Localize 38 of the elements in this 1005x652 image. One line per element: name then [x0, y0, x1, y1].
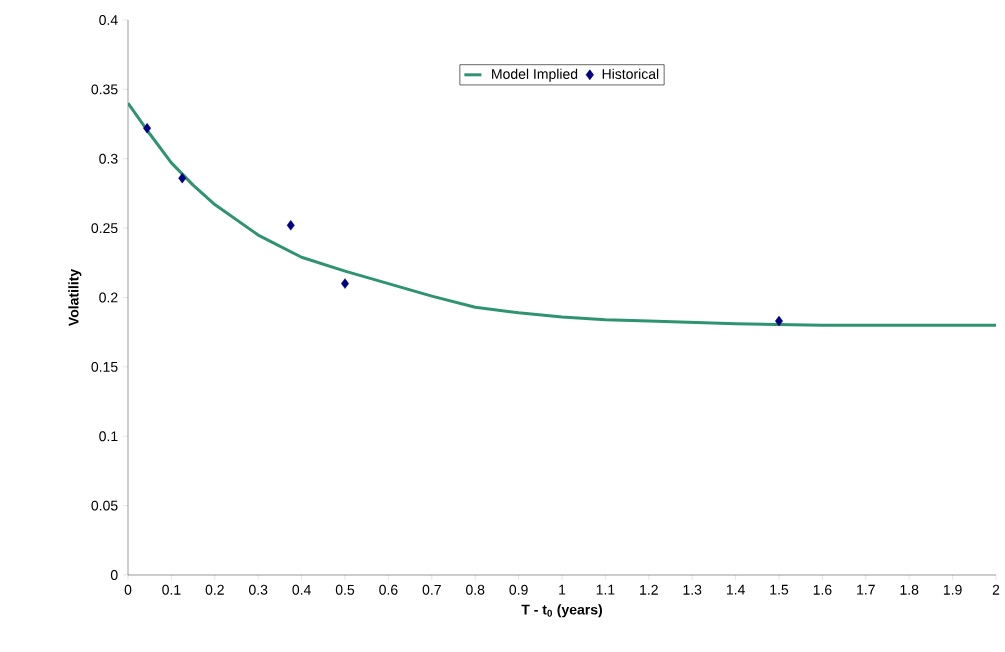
- y-tick-label: 0.05: [91, 500, 118, 511]
- y-tick-label: 0.35: [91, 84, 118, 95]
- point: [178, 172, 187, 184]
- x-tick-label: 0.4: [292, 584, 311, 595]
- legend-label: Model Implied: [492, 68, 578, 82]
- x-tick-label: 1.5: [770, 584, 789, 595]
- x-tick-label: 1.9: [943, 584, 962, 595]
- y-tick-label: 0.2: [99, 292, 118, 303]
- x-tick-label: 1.6: [813, 584, 832, 595]
- x-tick-label: 0.5: [335, 584, 355, 595]
- x-tick-label: 0.6: [379, 584, 398, 595]
- x-tick-label: 1.7: [857, 584, 875, 595]
- x-tick-label: 0.1: [162, 584, 181, 595]
- x-tick-label: 1.2: [640, 584, 658, 595]
- x-tick-label: 0.7: [422, 584, 441, 595]
- x-tick-label: 1.4: [726, 584, 745, 595]
- point: [143, 123, 152, 134]
- point: [286, 220, 295, 231]
- x-tick-label: 0.8: [466, 584, 485, 595]
- x-tick-label: 0: [124, 584, 132, 595]
- x-tick-label: 0.9: [509, 584, 528, 595]
- x-tick-label: 0.2: [205, 584, 224, 595]
- y-axis-title: Volatility: [68, 268, 82, 327]
- y-tick-label: 0: [110, 570, 118, 580]
- y-tick-label: 0.25: [91, 223, 118, 234]
- legend-label: Historical: [602, 68, 659, 79]
- x-tick-label: 0.3: [249, 584, 268, 595]
- x-tick-label: 1: [559, 584, 566, 595]
- y-tick-label: 0.3: [99, 153, 118, 164]
- x-axis-title: T - t$_{0}$ (years): [521, 604, 602, 618]
- point: [341, 278, 349, 289]
- x-tick-label: 1.1: [596, 584, 615, 595]
- y-tick-label: 0.1: [99, 431, 118, 442]
- y-tick-label: 0.4: [99, 15, 118, 25]
- x-tick-label: 2: [992, 584, 1000, 595]
- x-tick-label: 1.8: [900, 584, 919, 595]
- x-tick-label: 1.3: [683, 584, 702, 595]
- y-tick-label: 0.15: [91, 361, 118, 372]
